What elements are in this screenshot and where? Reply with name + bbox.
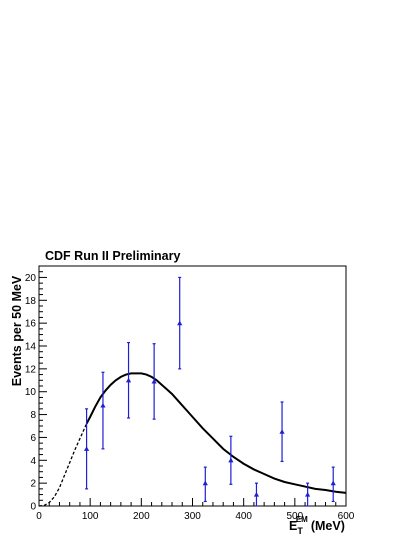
y-tick-label: 10 [25, 387, 37, 398]
fit-curve-solid [85, 372, 347, 494]
y-tick-label: 4 [30, 456, 36, 467]
x-tick-label: 300 [184, 511, 201, 522]
y-tick-label: 6 [30, 433, 36, 444]
x-tick-label: 200 [133, 511, 150, 522]
data-point-group [100, 371, 106, 450]
y-tick-label: 20 [25, 273, 37, 284]
data-point-group [305, 482, 311, 507]
y-tick-label: 16 [25, 319, 37, 330]
data-point-marker [305, 491, 311, 497]
x-axis-label-sub: T [297, 526, 303, 536]
data-point-marker [100, 402, 106, 408]
data-points-group [83, 276, 336, 507]
fit-curve-group [38, 372, 347, 507]
data-point-marker [202, 480, 208, 486]
x-tick-label: 600 [338, 511, 355, 522]
data-point-marker [151, 378, 157, 384]
data-point-group [177, 276, 183, 370]
plot-frame [38, 265, 347, 507]
x-axis-label-sup: EM [296, 515, 308, 524]
plot-frame-group [38, 265, 347, 507]
data-point-group [151, 343, 157, 420]
x-tick-label: 100 [82, 511, 99, 522]
chart-title: CDF Run II Preliminary [45, 249, 180, 263]
y-tick-label: 14 [25, 342, 37, 353]
data-point-marker [83, 446, 90, 451]
y-tick-label: 18 [25, 296, 37, 307]
x-axis-label-main: E [289, 519, 297, 533]
y-tick-label: 0 [30, 502, 36, 513]
fit-curve-dashed [38, 423, 88, 507]
x-axis-label: ET EM (MeV) [289, 515, 345, 536]
axis-ticks-group: 0 100 200 300 400 500 600 0 2 4 6 8 10 12 14 16 18 20 [25, 265, 355, 522]
y-axis-label: Events per 50 MeV [10, 275, 24, 386]
data-point-group [330, 466, 336, 503]
data-point-marker [279, 429, 285, 434]
y-tick-label: 8 [30, 410, 36, 421]
x-tick-label: 500 [286, 511, 303, 522]
data-point-group [83, 408, 90, 490]
data-point-marker [330, 480, 336, 486]
x-axis-label-unit: (MeV) [311, 519, 345, 533]
data-point-group [253, 482, 260, 507]
data-point-marker [253, 491, 260, 497]
x-tick-label: 0 [36, 511, 42, 522]
x-tick-label: 400 [235, 511, 252, 522]
y-tick-label: 12 [25, 364, 37, 375]
y-tick-label: 2 [30, 479, 36, 490]
data-point-group [202, 466, 208, 503]
data-point-marker [177, 320, 183, 326]
data-point-group [279, 401, 285, 463]
data-point-marker [125, 377, 132, 383]
data-point-group [125, 341, 132, 419]
data-point-group [228, 435, 234, 485]
data-point-marker [228, 457, 234, 463]
